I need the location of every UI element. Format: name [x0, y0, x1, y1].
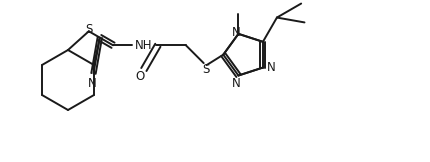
Text: N: N — [232, 77, 241, 90]
Text: S: S — [202, 63, 209, 76]
Text: N: N — [267, 61, 275, 74]
Text: O: O — [135, 70, 144, 83]
Text: N: N — [88, 77, 96, 90]
Text: S: S — [85, 23, 92, 36]
Text: N: N — [232, 26, 241, 39]
Text: NH: NH — [135, 39, 153, 52]
